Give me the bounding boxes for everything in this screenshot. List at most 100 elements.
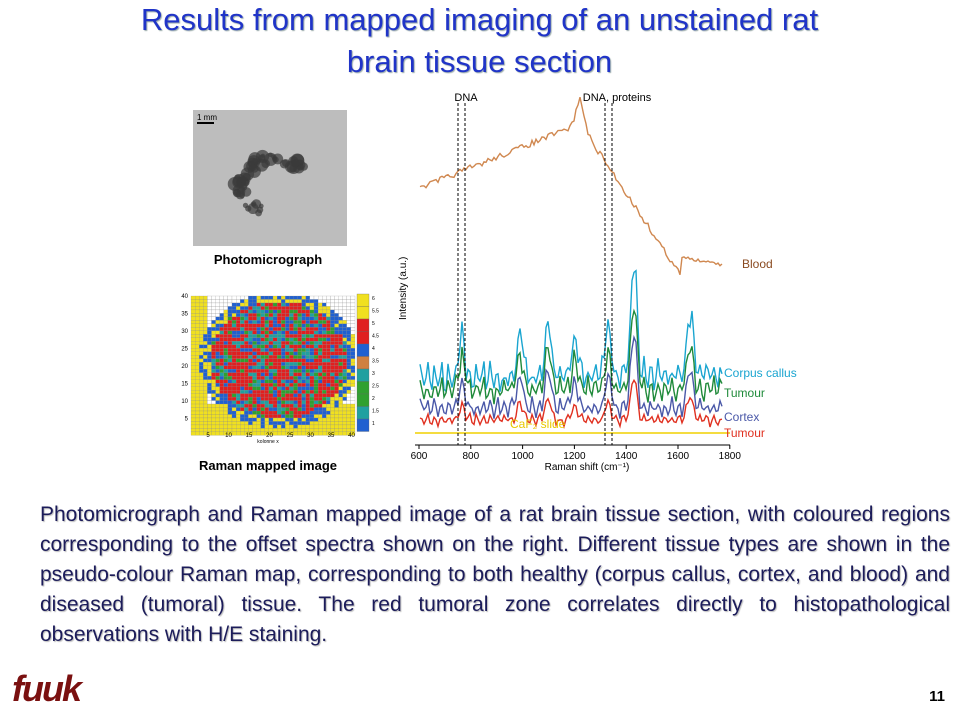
map-cell (211, 344, 216, 349)
map-cell (305, 299, 310, 304)
map-cell (236, 334, 241, 338)
map-cell (313, 313, 319, 318)
map-cell (252, 400, 257, 405)
map-cell (252, 431, 257, 436)
x-tick-label: 800 (462, 451, 479, 462)
map-cell (231, 313, 237, 318)
map-cell (248, 316, 253, 321)
map-cell (330, 334, 335, 338)
photo (193, 110, 347, 246)
map-cell (293, 323, 298, 328)
map-cell (281, 309, 286, 314)
map-cell (301, 327, 306, 331)
map-cell (334, 400, 339, 405)
map-cell (215, 421, 220, 426)
map-cell (342, 306, 347, 311)
map-cell (236, 320, 241, 324)
map-cell (268, 334, 274, 338)
map-cell (297, 396, 302, 401)
map-cell (313, 431, 319, 436)
map-cell (223, 417, 229, 422)
map-cell (293, 372, 298, 377)
scale-tick-label: 2.5 (372, 384, 379, 390)
logo: fuuk (12, 668, 82, 709)
map-cell (207, 313, 212, 318)
map-cell (252, 372, 257, 377)
map-cell (272, 379, 278, 384)
map-cell (272, 403, 278, 408)
map-cell (223, 424, 229, 429)
map-cell (301, 348, 306, 352)
map-cell (285, 323, 290, 328)
map-cell (195, 428, 200, 433)
map-cell (256, 309, 261, 314)
map-cell (313, 306, 319, 311)
map-cell (322, 323, 327, 328)
map-cell (195, 351, 200, 356)
map-cell (199, 400, 204, 405)
map-cell (199, 410, 204, 415)
map-cell (289, 410, 294, 415)
map-cell (252, 295, 257, 300)
map-cell (231, 306, 237, 311)
map-cell (203, 327, 208, 331)
map-cell (215, 348, 220, 352)
map-cell (330, 365, 335, 370)
map-cell (190, 355, 196, 359)
map-cell (281, 306, 286, 311)
map-cell (260, 396, 265, 401)
map-cell (342, 313, 347, 318)
map-cell (231, 316, 237, 321)
map-cell (338, 396, 343, 401)
map-cell (281, 410, 286, 415)
map-cell (248, 302, 253, 307)
map-cell (285, 309, 290, 314)
map-cell (281, 313, 286, 318)
map-cell (256, 410, 261, 415)
map-cell (305, 309, 310, 314)
map-cell (195, 362, 200, 366)
map-cell (236, 407, 241, 412)
map-cell (260, 400, 265, 405)
map-cell (211, 424, 216, 429)
map-cell (260, 316, 265, 321)
map-cell (318, 428, 323, 433)
map-cell (256, 316, 261, 321)
map-cell (346, 386, 351, 391)
map-cell (305, 400, 310, 405)
map-cell (215, 383, 220, 387)
map-cell (350, 334, 356, 338)
map-cell (322, 417, 327, 422)
map-cell (301, 386, 306, 391)
map-cell (199, 355, 204, 359)
map-cell (301, 320, 306, 324)
map-cell (260, 355, 265, 359)
map-cell (219, 389, 224, 394)
map-cell (219, 302, 224, 307)
map-cell (268, 327, 274, 331)
map-cell (338, 309, 343, 314)
map-cell (326, 334, 331, 338)
map-cell (301, 372, 306, 377)
map-cell (260, 386, 265, 391)
map-cell (223, 379, 229, 384)
map-cell (252, 348, 257, 352)
map-cell (252, 389, 257, 394)
map-cell (322, 355, 327, 359)
map-cell (326, 407, 331, 412)
map-cell (260, 295, 265, 300)
map-cell (322, 407, 327, 412)
map-cell (281, 431, 286, 436)
map-cell (342, 421, 347, 426)
map-cell (334, 348, 339, 352)
map-cell (256, 327, 261, 331)
map-cell (322, 421, 327, 426)
map-cell (330, 337, 335, 342)
map-cell (240, 330, 245, 335)
map-cell (281, 334, 286, 338)
map-cell (342, 337, 347, 342)
map-cell (342, 302, 347, 307)
map-cell (326, 337, 331, 342)
map-cell (297, 383, 302, 387)
map-cell (305, 358, 310, 363)
